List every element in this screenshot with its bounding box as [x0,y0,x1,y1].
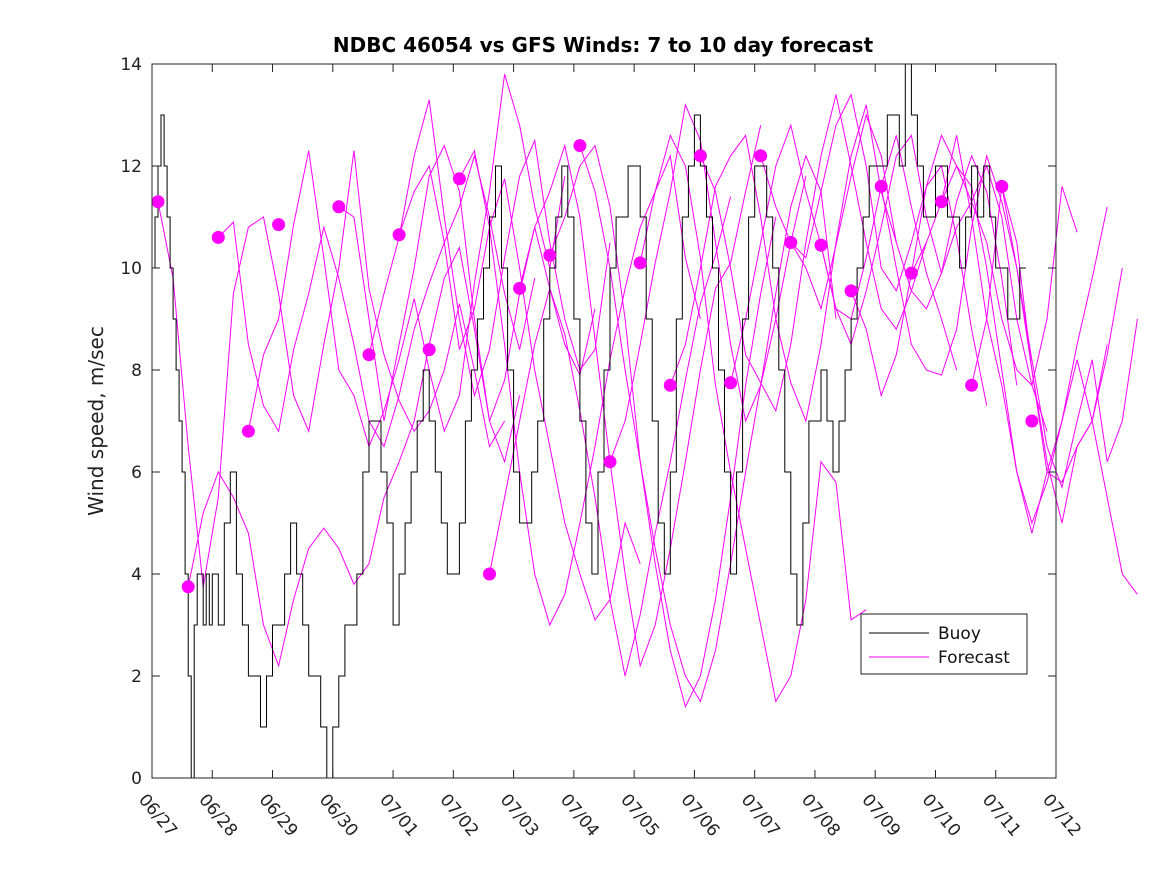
forecast-marker [151,195,165,209]
forecast-marker [362,348,376,362]
forecast-marker [332,200,346,214]
forecast-marker [392,228,406,242]
x-tick-label: 07/02 [436,790,483,840]
forecast-run-line [579,145,807,703]
forecast-marker [272,218,286,232]
forecast-marker [874,179,888,193]
forecast-run-line [1001,186,1138,490]
forecast-marker [422,343,436,357]
y-axis-label: Wind speed, m/sec [84,326,108,516]
forecast-marker [181,580,195,594]
forecast-run-line [338,144,596,422]
forecast-marker [844,284,858,298]
x-tick-label: 06/28 [194,790,241,840]
forecast-marker [784,236,798,249]
x-tick-label: 07/12 [1038,790,1085,840]
forecast-marker [935,195,948,209]
forecast-run-line [458,149,701,627]
x-tick-label: 07/08 [797,790,844,840]
forecast-run-line [910,135,1138,595]
axes-ticks: 0 2 4 6 8 10 12 14 06/27 06/28 06/29 06/30 07/01 07/0… [120,55,1085,841]
forecast-run-line [941,164,1108,534]
forecast-marker [241,424,255,438]
y-tick-label: 12 [120,157,142,177]
y-tick-label: 10 [120,259,142,279]
x-tick-label: 07/04 [556,790,603,840]
forecast-marker [603,455,617,469]
buoy-line [152,63,1026,779]
x-tick-label: 06/30 [315,790,362,840]
forecast-marker [754,149,768,163]
forecast-marker [543,248,557,262]
forecast-run-line [609,103,837,462]
forecast-marker [211,230,225,244]
forecast-run-line [187,246,521,668]
forecast-marker [965,378,979,392]
forecast-run-line [247,74,566,448]
forecast-marker [452,172,466,186]
x-tick-label: 07/05 [616,790,663,840]
forecast-marker [904,266,918,280]
forecast-marker [814,238,828,252]
forecast-marker [573,139,587,153]
forecast-marker [724,376,738,390]
plot-area [151,63,1138,779]
forecast-run-line [850,134,1078,398]
forecast-marker [693,149,707,163]
forecast-run-line [760,93,988,406]
legend: Buoy Forecast [860,613,1028,675]
x-tick-label: 07/03 [496,790,543,840]
x-tick-label: 06/29 [255,790,302,840]
legend-box [860,613,1028,675]
y-tick-label: 0 [131,769,142,789]
forecast-run-line [639,133,867,703]
y-tick-label: 8 [131,361,142,381]
plot-frame [151,63,1057,779]
y-tick-label: 2 [131,667,142,687]
forecast-marker [995,179,1009,193]
forecast-run-line [699,94,927,413]
x-tick-label: 07/07 [737,790,784,840]
x-tick-label: 07/06 [677,790,724,840]
chart-title: NDBC 46054 vs GFS Winds: 7 to 10 day for… [333,33,874,57]
forecast-run-line [489,196,732,677]
forecast-run-line [368,99,611,398]
forecast-run-line [157,150,506,587]
x-tick-label: 07/10 [918,790,965,840]
forecast-marker [1025,414,1039,428]
x-tick-label: 07/09 [857,790,904,840]
forecast-marker [663,378,677,392]
forecast-run-line [880,153,1108,483]
x-tick-label: 07/01 [375,790,422,840]
y-tick-label: 14 [120,55,142,75]
legend-buoy-label: Buoy [938,624,981,644]
legend-forecast-label: Forecast [938,648,1010,668]
forecast-run-line [549,144,777,709]
y-tick-label: 4 [131,565,142,585]
x-tick-label: 07/11 [978,790,1025,840]
y-tick-label: 6 [131,463,142,483]
forecast-run-line [730,123,958,383]
forecast-run-line [820,134,1048,432]
forecast-run-line [398,164,641,621]
forecast-marker [483,567,496,581]
forecast-marker [633,256,647,270]
forecast-marker [513,281,527,295]
x-tick-label: 06/27 [134,790,181,840]
forecast-run-line [971,186,1123,524]
